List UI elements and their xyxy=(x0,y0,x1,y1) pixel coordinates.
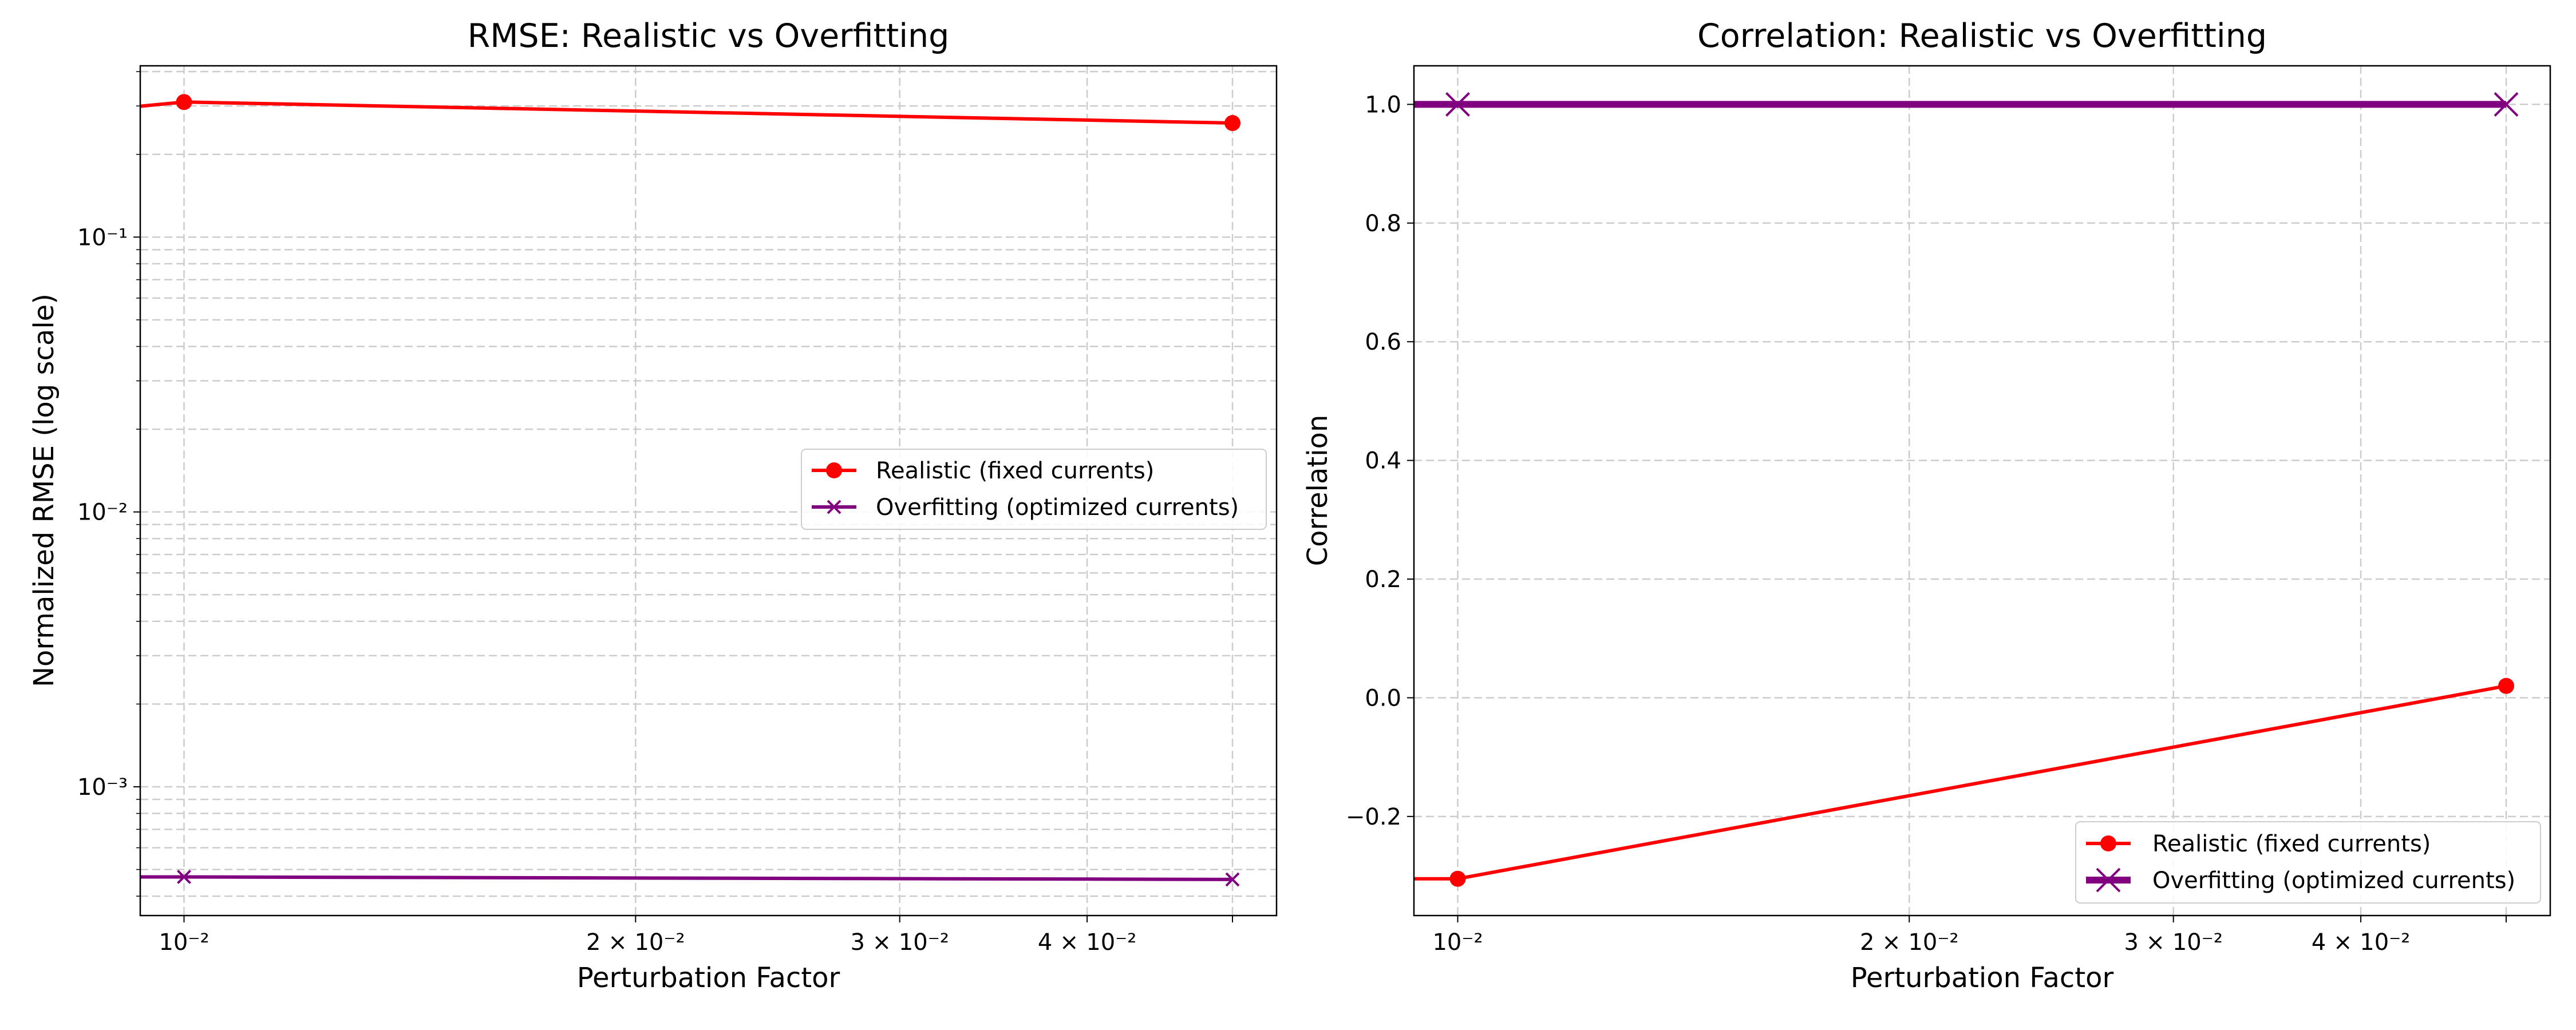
rmse-x-tick-label: 2 × 10⁻² xyxy=(586,929,685,956)
correlation-x-tick-label: 3 × 10⁻² xyxy=(2124,929,2222,956)
correlation-overfitting-point xyxy=(2494,92,2519,117)
correlation-legend-box xyxy=(2075,821,2541,904)
correlation-legend-label-overfitting: Overfitting (optimized currents) xyxy=(2152,867,2515,894)
correlation-legend-marker-realistic xyxy=(2100,835,2116,851)
correlation-panel: 10⁻² 2 × 10⁻² 3 × 10⁻² 4 × 10⁻² −0.2 0.0 0.2 0.… xyxy=(1302,17,2551,994)
rmse-legend-label-realistic: Realistic (fixed currents) xyxy=(876,458,1154,484)
rmse-legend-marker-realistic xyxy=(826,462,842,478)
rmse-legend-label-overfitting: Overfitting (optimized currents) xyxy=(876,494,1239,521)
rmse-overfitting-point xyxy=(177,870,191,884)
rmse-panel: 10⁻² 2 × 10⁻² 3 × 10⁻² 4 × 10⁻² 10⁻³ 10⁻² 10⁻¹… xyxy=(28,17,1278,994)
rmse-x-tick-label: 10⁻² xyxy=(159,929,209,956)
correlation-y-tick-label: 0.6 xyxy=(1365,329,1401,355)
rmse-legend-marker-overfitting xyxy=(827,500,841,514)
correlation-realistic-point xyxy=(2498,678,2515,694)
correlation-x-tick-label: 10⁻² xyxy=(1432,929,1483,956)
rmse-axes-frame xyxy=(139,65,1278,917)
correlation-y-tick-label: 0.8 xyxy=(1365,211,1401,237)
correlation-legend-marker-overfitting xyxy=(2096,867,2121,893)
rmse-x-tick-label: 4 × 10⁻² xyxy=(1038,929,1136,956)
correlation-y-axis-label: Correlation xyxy=(1302,415,1334,566)
rmse-y-tick-label: 10⁻² xyxy=(77,500,128,526)
correlation-legend-label-realistic: Realistic (fixed currents) xyxy=(2152,831,2431,857)
correlation-realistic-point xyxy=(1449,870,1466,887)
correlation-y-tick-label: 0.0 xyxy=(1365,685,1401,711)
rmse-legend-box xyxy=(801,449,1267,530)
rmse-legend: Realistic (fixed currents) Overfitting (… xyxy=(801,449,1267,530)
correlation-x-tick-label: 2 × 10⁻² xyxy=(1860,929,1958,956)
correlation-axes-frame xyxy=(1413,65,2551,917)
correlation-series xyxy=(1414,92,2519,887)
rmse-realistic-point xyxy=(1224,115,1241,132)
rmse-overfitting-point xyxy=(1225,872,1240,887)
rmse-y-tick-label: 10⁻³ xyxy=(77,774,128,801)
rmse-grid xyxy=(140,66,1277,916)
rmse-x-axis-label: Perturbation Factor xyxy=(577,962,840,994)
rmse-x-tick-label: 3 × 10⁻² xyxy=(850,929,949,956)
correlation-y-tick-label: 1.0 xyxy=(1365,92,1401,118)
correlation-y-tick-label: 0.4 xyxy=(1365,448,1401,474)
rmse-realistic-point xyxy=(176,94,192,110)
rmse-chart-title: RMSE: Realistic vs Overfitting xyxy=(468,17,950,55)
correlation-overfitting-point xyxy=(1445,92,1470,117)
correlation-y-tick-label: −0.2 xyxy=(1346,804,1401,830)
rmse-ticks: 10⁻² 2 × 10⁻² 3 × 10⁻² 4 × 10⁻² 10⁻³ 10⁻² 10⁻¹ xyxy=(77,71,1234,956)
correlation-legend: Realistic (fixed currents) Overfitting (… xyxy=(2075,821,2541,904)
correlation-plot-area xyxy=(1414,66,2550,916)
correlation-chart-title: Correlation: Realistic vs Overfitting xyxy=(1697,17,2267,55)
correlation-y-tick-label: 0.2 xyxy=(1365,566,1401,593)
rmse-y-axis-label: Normalized RMSE (log scale) xyxy=(28,294,60,687)
rmse-series xyxy=(140,94,1241,887)
correlation-x-axis-label: Perturbation Factor xyxy=(1851,962,2114,994)
correlation-ticks: 10⁻² 2 × 10⁻² 3 × 10⁻² 4 × 10⁻² −0.2 0.0 0.2 0.… xyxy=(1346,92,2507,956)
correlation-x-tick-label: 4 × 10⁻² xyxy=(2312,929,2410,956)
rmse-y-tick-label: 10⁻¹ xyxy=(77,224,128,251)
